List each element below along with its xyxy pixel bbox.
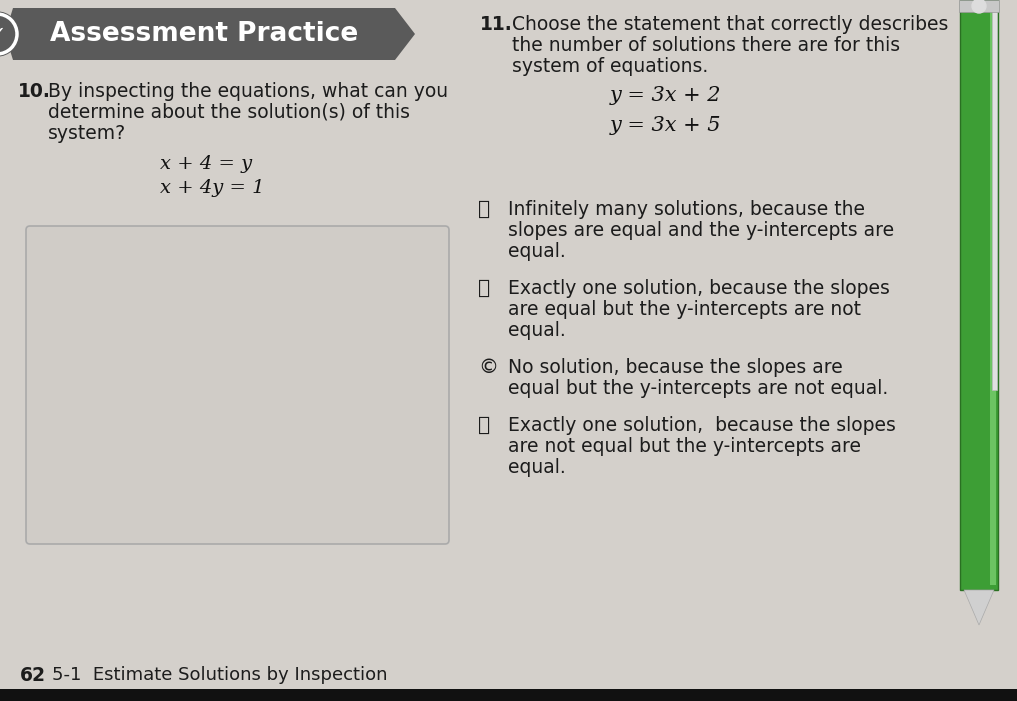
FancyBboxPatch shape [26,226,448,544]
Text: equal.: equal. [508,242,565,261]
Text: x + 4y = 1: x + 4y = 1 [160,179,264,197]
Text: Exactly one solution,  because the slopes: Exactly one solution, because the slopes [508,416,896,435]
Text: the number of solutions there are for this: the number of solutions there are for th… [512,36,900,55]
Text: y = 3x + 5: y = 3x + 5 [610,116,721,135]
Text: equal but the y-intercepts are not equal.: equal but the y-intercepts are not equal… [508,379,888,398]
Text: ⓓ: ⓓ [478,416,490,435]
Text: equal.: equal. [508,321,565,340]
Text: are equal but the y-intercepts are not: are equal but the y-intercepts are not [508,300,861,319]
Text: y = 3x + 2: y = 3x + 2 [610,86,721,105]
Text: are not equal but the y-intercepts are: are not equal but the y-intercepts are [508,437,861,456]
Text: 10.: 10. [18,82,51,101]
Text: Infinitely many solutions, because the: Infinitely many solutions, because the [508,200,865,219]
Text: determine about the solution(s) of this: determine about the solution(s) of this [48,103,410,122]
Text: system?: system? [48,124,126,143]
Circle shape [972,0,986,13]
Circle shape [0,12,19,56]
Text: Assessment Practice: Assessment Practice [50,21,358,47]
Text: 5-1  Estimate Solutions by Inspection: 5-1 Estimate Solutions by Inspection [52,666,387,684]
Text: Ⓑ: Ⓑ [478,279,490,298]
Text: By inspecting the equations, what can you: By inspecting the equations, what can yo… [48,82,448,101]
Text: Choose the statement that correctly describes: Choose the statement that correctly desc… [512,15,949,34]
Text: ©: © [478,358,498,377]
Text: x + 4 = y: x + 4 = y [160,155,252,173]
Text: equal.: equal. [508,458,565,477]
Text: slopes are equal and the y-intercepts are: slopes are equal and the y-intercepts ar… [508,221,894,240]
Polygon shape [964,590,994,625]
Text: 62: 62 [20,666,46,685]
Bar [960,0,998,590]
Bar [959,0,999,12]
Bar [0,689,1017,701]
Text: 11.: 11. [480,15,513,34]
Bar [992,10,997,390]
Text: ✓: ✓ [0,25,5,44]
Text: system of equations.: system of equations. [512,57,708,76]
Text: No solution, because the slopes are: No solution, because the slopes are [508,358,843,377]
Text: Ⓐ: Ⓐ [478,200,490,219]
Text: Exactly one solution, because the slopes: Exactly one solution, because the slopes [508,279,890,298]
Polygon shape [5,8,415,60]
Bar [990,5,996,585]
